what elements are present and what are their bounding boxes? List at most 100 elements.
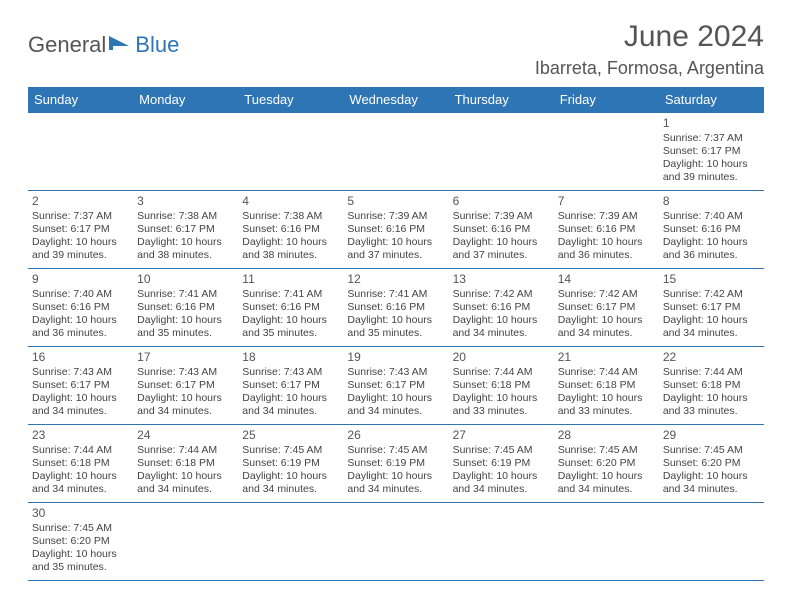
sunrise-line: Sunrise: 7:39 AM <box>558 210 655 223</box>
title-block: June 2024 Ibarreta, Formosa, Argentina <box>535 20 764 79</box>
calendar-cell: 27Sunrise: 7:45 AMSunset: 6:19 PMDayligh… <box>449 425 554 503</box>
calendar-cell: 19Sunrise: 7:43 AMSunset: 6:17 PMDayligh… <box>343 347 448 425</box>
sunrise-line: Sunrise: 7:38 AM <box>242 210 339 223</box>
weekday-header: Sunday <box>28 87 133 113</box>
sunrise-line: Sunrise: 7:44 AM <box>32 444 129 457</box>
calendar-cell: 5Sunrise: 7:39 AMSunset: 6:16 PMDaylight… <box>343 191 448 269</box>
sunrise-line: Sunrise: 7:42 AM <box>663 288 760 301</box>
day-number: 14 <box>558 272 655 287</box>
daylight-line: Daylight: 10 hours and 39 minutes. <box>32 236 129 262</box>
day-number: 18 <box>242 350 339 365</box>
sunset-line: Sunset: 6:16 PM <box>558 223 655 236</box>
daylight-line: Daylight: 10 hours and 37 minutes. <box>453 236 550 262</box>
daylight-line: Daylight: 10 hours and 33 minutes. <box>453 392 550 418</box>
sunset-line: Sunset: 6:18 PM <box>663 379 760 392</box>
daylight-line: Daylight: 10 hours and 35 minutes. <box>32 548 129 574</box>
daylight-line: Daylight: 10 hours and 36 minutes. <box>558 236 655 262</box>
calendar-cell: 3Sunrise: 7:38 AMSunset: 6:17 PMDaylight… <box>133 191 238 269</box>
calendar-row: 30Sunrise: 7:45 AMSunset: 6:20 PMDayligh… <box>28 503 764 581</box>
daylight-line: Daylight: 10 hours and 36 minutes. <box>32 314 129 340</box>
weekday-header: Tuesday <box>238 87 343 113</box>
calendar-cell: 20Sunrise: 7:44 AMSunset: 6:18 PMDayligh… <box>449 347 554 425</box>
sunrise-line: Sunrise: 7:43 AM <box>137 366 234 379</box>
calendar-cell: 4Sunrise: 7:38 AMSunset: 6:16 PMDaylight… <box>238 191 343 269</box>
sunset-line: Sunset: 6:20 PM <box>663 457 760 470</box>
daylight-line: Daylight: 10 hours and 34 minutes. <box>137 392 234 418</box>
calendar-cell: 10Sunrise: 7:41 AMSunset: 6:16 PMDayligh… <box>133 269 238 347</box>
daylight-line: Daylight: 10 hours and 38 minutes. <box>242 236 339 262</box>
sunrise-line: Sunrise: 7:45 AM <box>558 444 655 457</box>
location: Ibarreta, Formosa, Argentina <box>535 58 764 79</box>
daylight-line: Daylight: 10 hours and 34 minutes. <box>558 470 655 496</box>
sunrise-line: Sunrise: 7:40 AM <box>663 210 760 223</box>
calendar-cell-empty <box>343 503 448 581</box>
weekday-header: Thursday <box>449 87 554 113</box>
sunrise-line: Sunrise: 7:39 AM <box>453 210 550 223</box>
daylight-line: Daylight: 10 hours and 38 minutes. <box>137 236 234 262</box>
day-number: 16 <box>32 350 129 365</box>
calendar-cell: 23Sunrise: 7:44 AMSunset: 6:18 PMDayligh… <box>28 425 133 503</box>
sunset-line: Sunset: 6:16 PM <box>453 301 550 314</box>
calendar-cell-empty <box>28 113 133 191</box>
sunset-line: Sunset: 6:17 PM <box>663 301 760 314</box>
day-number: 19 <box>347 350 444 365</box>
sunrise-line: Sunrise: 7:39 AM <box>347 210 444 223</box>
sunset-line: Sunset: 6:17 PM <box>242 379 339 392</box>
sunrise-line: Sunrise: 7:43 AM <box>32 366 129 379</box>
sunset-line: Sunset: 6:18 PM <box>453 379 550 392</box>
calendar-row: 9Sunrise: 7:40 AMSunset: 6:16 PMDaylight… <box>28 269 764 347</box>
calendar-cell: 22Sunrise: 7:44 AMSunset: 6:18 PMDayligh… <box>659 347 764 425</box>
day-number: 15 <box>663 272 760 287</box>
calendar-row: 1Sunrise: 7:37 AMSunset: 6:17 PMDaylight… <box>28 113 764 191</box>
day-number: 21 <box>558 350 655 365</box>
sunrise-line: Sunrise: 7:41 AM <box>137 288 234 301</box>
calendar-cell: 7Sunrise: 7:39 AMSunset: 6:16 PMDaylight… <box>554 191 659 269</box>
day-number: 8 <box>663 194 760 209</box>
sunset-line: Sunset: 6:16 PM <box>137 301 234 314</box>
calendar-cell: 15Sunrise: 7:42 AMSunset: 6:17 PMDayligh… <box>659 269 764 347</box>
day-number: 29 <box>663 428 760 443</box>
sunset-line: Sunset: 6:19 PM <box>347 457 444 470</box>
sunset-line: Sunset: 6:16 PM <box>32 301 129 314</box>
calendar-cell: 28Sunrise: 7:45 AMSunset: 6:20 PMDayligh… <box>554 425 659 503</box>
day-number: 20 <box>453 350 550 365</box>
calendar-cell: 25Sunrise: 7:45 AMSunset: 6:19 PMDayligh… <box>238 425 343 503</box>
daylight-line: Daylight: 10 hours and 35 minutes. <box>347 314 444 340</box>
sunset-line: Sunset: 6:19 PM <box>453 457 550 470</box>
calendar-cell: 18Sunrise: 7:43 AMSunset: 6:17 PMDayligh… <box>238 347 343 425</box>
weekday-header: Monday <box>133 87 238 113</box>
calendar-cell: 29Sunrise: 7:45 AMSunset: 6:20 PMDayligh… <box>659 425 764 503</box>
sunrise-line: Sunrise: 7:43 AM <box>347 366 444 379</box>
calendar-row: 16Sunrise: 7:43 AMSunset: 6:17 PMDayligh… <box>28 347 764 425</box>
daylight-line: Daylight: 10 hours and 34 minutes. <box>453 314 550 340</box>
sunrise-line: Sunrise: 7:41 AM <box>242 288 339 301</box>
sunset-line: Sunset: 6:16 PM <box>242 223 339 236</box>
daylight-line: Daylight: 10 hours and 34 minutes. <box>242 392 339 418</box>
calendar-cell-empty <box>554 503 659 581</box>
day-number: 10 <box>137 272 234 287</box>
calendar-cell: 21Sunrise: 7:44 AMSunset: 6:18 PMDayligh… <box>554 347 659 425</box>
sunrise-line: Sunrise: 7:45 AM <box>347 444 444 457</box>
sunset-line: Sunset: 6:17 PM <box>347 379 444 392</box>
calendar-cell: 9Sunrise: 7:40 AMSunset: 6:16 PMDaylight… <box>28 269 133 347</box>
day-number: 17 <box>137 350 234 365</box>
sunset-line: Sunset: 6:16 PM <box>453 223 550 236</box>
calendar-cell: 24Sunrise: 7:44 AMSunset: 6:18 PMDayligh… <box>133 425 238 503</box>
sunset-line: Sunset: 6:16 PM <box>242 301 339 314</box>
daylight-line: Daylight: 10 hours and 33 minutes. <box>558 392 655 418</box>
calendar-cell: 6Sunrise: 7:39 AMSunset: 6:16 PMDaylight… <box>449 191 554 269</box>
sunrise-line: Sunrise: 7:42 AM <box>453 288 550 301</box>
sunrise-line: Sunrise: 7:44 AM <box>663 366 760 379</box>
sunset-line: Sunset: 6:17 PM <box>663 145 760 158</box>
calendar-cell: 2Sunrise: 7:37 AMSunset: 6:17 PMDaylight… <box>28 191 133 269</box>
sunset-line: Sunset: 6:18 PM <box>558 379 655 392</box>
calendar-header-row: SundayMondayTuesdayWednesdayThursdayFrid… <box>28 87 764 113</box>
day-number: 3 <box>137 194 234 209</box>
daylight-line: Daylight: 10 hours and 34 minutes. <box>32 392 129 418</box>
day-number: 4 <box>242 194 339 209</box>
calendar-cell: 26Sunrise: 7:45 AMSunset: 6:19 PMDayligh… <box>343 425 448 503</box>
sunrise-line: Sunrise: 7:45 AM <box>32 522 129 535</box>
calendar-cell: 17Sunrise: 7:43 AMSunset: 6:17 PMDayligh… <box>133 347 238 425</box>
day-number: 23 <box>32 428 129 443</box>
sunset-line: Sunset: 6:17 PM <box>137 223 234 236</box>
